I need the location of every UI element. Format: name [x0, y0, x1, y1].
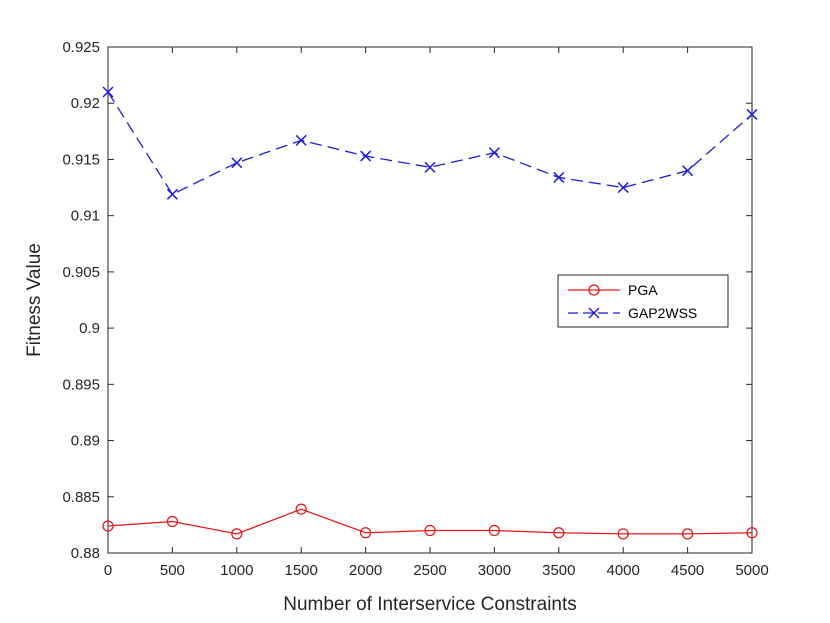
x-axis-label: Number of Interservice Constraints — [283, 594, 577, 615]
x-tick-label: 0 — [104, 562, 112, 579]
data-point-pga — [424, 524, 436, 537]
y-axis-label: Fitness Value — [24, 243, 45, 357]
y-tick-label: 0.92 — [71, 95, 100, 112]
legend-marker-pga — [588, 284, 600, 296]
data-point-pga — [102, 520, 114, 532]
data-point-pga — [295, 503, 307, 515]
data-point-gap2wss — [617, 182, 629, 194]
plot-area: 0 500 1000 1500 2000 2500 3000 3500 4000 4500 5000… — [62, 39, 768, 579]
y-tick-label: 0.905 — [62, 264, 100, 281]
x-tick-label: 1500 — [285, 562, 318, 579]
y-tick-label: 0.895 — [62, 376, 100, 393]
data-point-gap2wss — [553, 171, 565, 183]
data-point-pga — [681, 528, 694, 540]
x-tick-label: 2500 — [413, 562, 446, 579]
x-tick-label: 500 — [160, 562, 185, 579]
series-line-pga — [107, 508, 753, 535]
x-tick-label: 4000 — [607, 562, 640, 579]
data-point-pga — [231, 528, 243, 540]
data-point-gap2wss — [746, 108, 758, 120]
data-point-pga — [746, 527, 758, 539]
x-tick-label: 2000 — [349, 562, 382, 579]
data-point-gap2wss — [360, 150, 372, 162]
series-line-gap2wss — [107, 91, 753, 196]
data-point-pga — [617, 528, 629, 540]
data-point-gap2wss — [682, 165, 694, 177]
legend-marker-gap2wss — [588, 307, 600, 319]
data-point-gap2wss — [424, 161, 436, 173]
data-point-pga — [359, 527, 372, 539]
x-tick-label: 4500 — [671, 562, 704, 579]
data-point-pga — [553, 527, 565, 539]
data-point-pga — [488, 524, 501, 537]
y-tick-label: 0.89 — [71, 433, 100, 450]
x-tick-label: 3500 — [542, 562, 575, 579]
data-point-gap2wss — [295, 134, 307, 146]
data-point-pga — [166, 515, 179, 528]
data-point-gap2wss — [102, 86, 114, 98]
x-tick-label: 5000 — [735, 562, 768, 579]
y-tick-label: 0.88 — [71, 545, 100, 562]
data-point-gap2wss — [166, 188, 178, 200]
x-tick-label: 1000 — [220, 562, 253, 579]
data-point-gap2wss — [488, 147, 500, 159]
x-tick-label: 3000 — [478, 562, 511, 579]
legend-box — [557, 274, 729, 328]
data-point-gap2wss — [231, 157, 243, 169]
y-tick-label: 0.925 — [62, 39, 100, 56]
legend-label-pga: PGA — [628, 282, 658, 298]
y-tick-label: 0.9 — [79, 320, 100, 337]
y-tick-label: 0.915 — [62, 151, 100, 168]
y-tick-label: 0.91 — [71, 208, 100, 225]
legend-label-gap2wss: GAP2WSS — [628, 305, 697, 321]
y-tick-label: 0.885 — [62, 489, 100, 506]
